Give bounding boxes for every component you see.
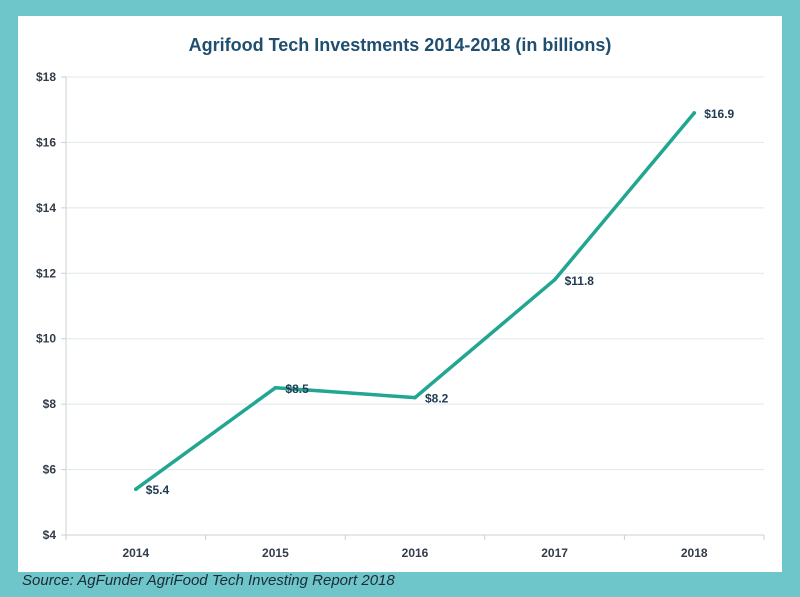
x-tick-label: 2014 [122, 546, 149, 560]
series-line [134, 111, 696, 491]
data-label: $16.9 [704, 107, 734, 121]
x-tick-label: 2017 [541, 546, 568, 560]
data-point [692, 111, 696, 115]
y-axis-ticks: $4 $6 $8 $10 $12 $14 $16 $18 [36, 70, 66, 542]
x-tick-label: 2015 [262, 546, 289, 560]
axes [65, 77, 764, 536]
y-tick-label: $8 [43, 397, 57, 411]
data-point [413, 395, 417, 400]
x-tick-label: 2018 [681, 546, 708, 560]
data-label: $8.2 [425, 392, 449, 406]
data-label: $5.4 [146, 483, 170, 497]
data-point [134, 487, 138, 492]
grid-lines [66, 76, 764, 471]
data-point [273, 385, 278, 390]
chart-panel: Agrifood Tech Investments 2014-2018 (in … [18, 16, 782, 572]
data-label: $11.8 [565, 274, 595, 288]
y-tick-label: $10 [36, 332, 56, 346]
x-axis-ticks: 2014 2015 2016 2017 2018 [65, 535, 765, 560]
source-note: Source: AgFunder AgriFood Tech Investing… [22, 572, 395, 589]
y-tick-label: $4 [43, 528, 57, 542]
data-labels: $5.4 $8.5 $8.2 $11.8 $16.9 [146, 107, 735, 497]
y-tick-label: $18 [36, 70, 56, 84]
series-layer [134, 111, 696, 492]
chart-title: Agrifood Tech Investments 2014-2018 (in … [189, 35, 612, 55]
data-point [552, 278, 557, 282]
y-tick-label: $6 [43, 463, 57, 477]
data-label: $8.5 [285, 382, 309, 396]
y-tick-label: $12 [36, 266, 56, 280]
line-chart: Agrifood Tech Investments 2014-2018 (in … [36, 35, 765, 560]
y-tick-label: $14 [36, 201, 56, 215]
y-tick-label: $16 [36, 135, 56, 149]
x-tick-label: 2016 [402, 546, 429, 560]
